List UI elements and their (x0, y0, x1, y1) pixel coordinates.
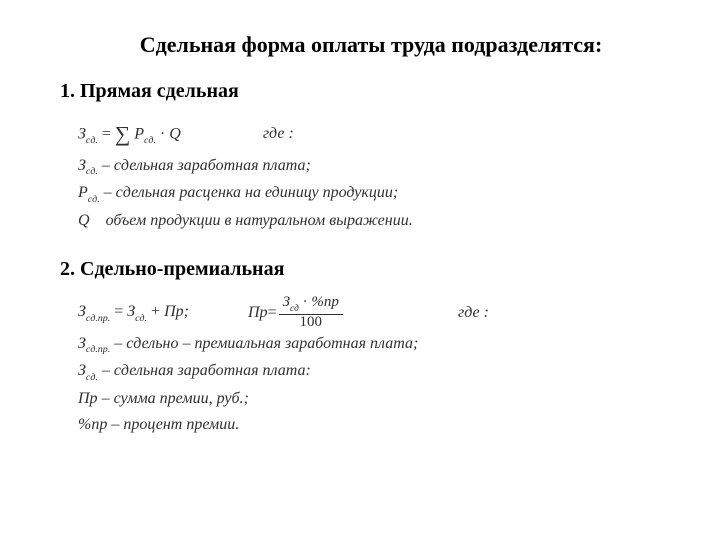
page-root: Сдельная форма оплаты труда подразделятс… (0, 0, 720, 458)
def-2-4-sym: %пр (78, 416, 107, 433)
def-1-2: Рсд. – сдельная расценка на единицу прод… (78, 180, 682, 208)
section-1-math: Зсд. = ∑ Рсд. · Q где : Зсд. – сдельная … (60, 117, 682, 234)
f1-dot: · (160, 125, 165, 142)
f2-part2: Пр = Зсд · %пр 100 (248, 295, 428, 331)
def-1-2-sub: сд. (88, 194, 100, 205)
fraction-icon: Зсд · %пр 100 (279, 295, 343, 331)
f2-eq1: = (110, 303, 127, 320)
formula-2: Зсд.пр. = Зсд. + Пр; Пр = Зсд · %пр 100 … (78, 295, 682, 331)
f2-mid-lhs: Пр (248, 300, 268, 326)
def-1-1-sub: сд. (86, 166, 98, 177)
def-2-1: Зсд.пр. – сдельно – премиальная заработн… (78, 331, 682, 359)
def-2-4-text: процент премии. (123, 416, 239, 433)
def-2-2-sym: З (78, 362, 86, 379)
f1-t1-sym: Р (134, 125, 144, 142)
f2-r1-sub: сд. (135, 313, 147, 324)
def-2-3: Пр – сумма премии, руб.; (78, 386, 682, 412)
frac-num-a: З (283, 294, 290, 310)
def-2-2-sub: сд. (86, 372, 98, 383)
section-2-math: Зсд.пр. = Зсд. + Пр; Пр = Зсд · %пр 100 … (60, 295, 682, 438)
def-2-2: Зсд. – сдельная заработная плата: (78, 358, 682, 386)
frac-den: 100 (279, 315, 343, 331)
def-2-4-dash: – (107, 416, 123, 433)
def-1-1-dash: – (98, 157, 114, 174)
section-2-heading: 2. Сдельно-премиальная (60, 258, 682, 281)
def-1-2-dash: – (100, 184, 116, 201)
frac-dot: · (299, 294, 312, 310)
def-2-2-text: сдельная заработная плата: (114, 362, 311, 379)
def-1-3-text: объем продукции в натуральном выражении. (106, 212, 413, 229)
def-2-3-dash: – (98, 390, 114, 407)
f1-lhs-sub: сд. (86, 135, 98, 146)
def-2-1-sub: сд.пр. (86, 344, 110, 355)
def-1-3-dash (90, 212, 106, 229)
f2-where: где : (458, 300, 489, 326)
def-1-1: Зсд. – сдельная заработная плата; (78, 153, 682, 181)
f2-lhs-sub: сд.пр. (86, 313, 110, 324)
f2-eq2: = (268, 300, 277, 326)
sigma-icon: ∑ (115, 117, 130, 153)
frac-num-a-sub: сд (290, 304, 299, 314)
f1-eq: = (102, 125, 111, 142)
f1-t1-sub: сд. (144, 135, 156, 146)
f2-r1-sym: З (127, 303, 135, 320)
f1-lhs-sym: З (78, 125, 86, 142)
f1-t2: Q (169, 125, 181, 142)
def-2-3-text: сумма премии, руб.; (114, 390, 249, 407)
def-2-3-sym: Пр (78, 390, 98, 407)
spacer-1 (60, 234, 682, 250)
def-1-3-sym: Q (78, 212, 90, 229)
page-title: Сдельная форма оплаты труда подразделятс… (60, 32, 682, 58)
def-2-1-sym: З (78, 335, 86, 352)
frac-num-b: %пр (311, 294, 339, 310)
section-1-heading: 1. Прямая сдельная (60, 80, 682, 103)
def-2-4: %пр – процент премии. (78, 412, 682, 438)
f1-where: где : (263, 125, 294, 142)
def-1-1-sym: З (78, 157, 86, 174)
f2-r2: Пр; (164, 303, 189, 320)
def-2-1-text: сдельно – премиальная заработная плата; (126, 335, 418, 352)
frac-num: Зсд · %пр (279, 295, 343, 315)
f2-part1: Зсд.пр. = Зсд. + Пр; (78, 299, 248, 327)
def-2-2-dash: – (98, 362, 114, 379)
formula-1: Зсд. = ∑ Рсд. · Q где : (78, 117, 682, 153)
def-1-1-text: сдельная заработная плата; (114, 157, 311, 174)
def-1-2-text: сдельная расценка на единицу продукции; (116, 184, 399, 201)
def-1-2-sym: Р (78, 184, 88, 201)
f2-plus: + (147, 303, 164, 320)
def-2-1-dash: – (110, 335, 126, 352)
def-1-3: Q объем продукции в натуральном выражени… (78, 208, 682, 234)
f2-lhs-sym: З (78, 303, 86, 320)
